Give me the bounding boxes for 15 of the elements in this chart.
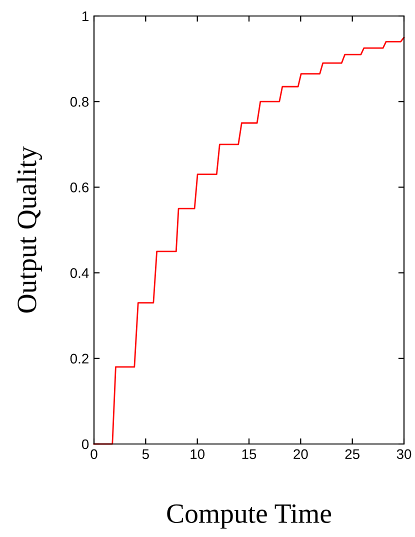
x-axis-title: Compute Time <box>167 504 332 529</box>
y-tick-label: 0.8 <box>70 96 89 107</box>
y-tick-label: 0 <box>82 439 89 450</box>
x-tick-label: 0 <box>90 449 98 460</box>
x-tick-label: 5 <box>142 449 149 460</box>
y-axis-title: Output Quality <box>16 146 42 313</box>
y-tick-label: 0.6 <box>70 182 89 192</box>
x-tick-label: 20 <box>294 449 308 460</box>
y-tick-label: 0.2 <box>70 354 88 364</box>
x-tick-label: 10 <box>190 449 205 460</box>
x-tick-label: 25 <box>345 449 360 460</box>
x-tick-label: 15 <box>242 449 256 460</box>
y-tick-label: 1 <box>82 11 88 22</box>
y-tick-label: 0.4 <box>70 268 89 278</box>
x-tick-label: 30 <box>396 449 412 460</box>
